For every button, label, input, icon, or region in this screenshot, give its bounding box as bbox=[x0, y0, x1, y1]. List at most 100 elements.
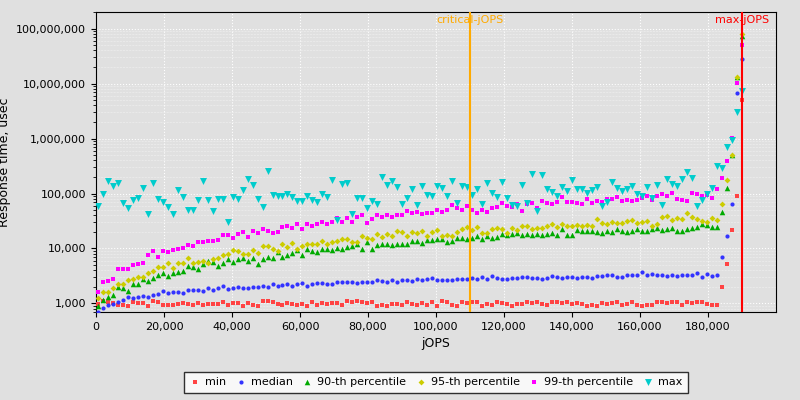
99-th percentile bbox=[336, 218, 349, 225]
max bbox=[146, 180, 159, 187]
95-th percentile bbox=[236, 250, 249, 257]
max bbox=[676, 176, 689, 182]
95-th percentile bbox=[341, 235, 354, 242]
median bbox=[511, 275, 524, 282]
90-th percentile bbox=[201, 258, 214, 264]
max bbox=[91, 203, 104, 210]
max bbox=[541, 186, 554, 192]
max bbox=[506, 202, 518, 208]
max bbox=[122, 205, 134, 211]
90-th percentile bbox=[451, 235, 464, 241]
min bbox=[636, 302, 649, 309]
99-th percentile bbox=[536, 198, 549, 204]
max bbox=[361, 204, 374, 211]
median bbox=[690, 270, 703, 276]
median bbox=[122, 294, 134, 300]
99-th percentile bbox=[566, 198, 578, 205]
99-th percentile bbox=[286, 225, 299, 232]
max bbox=[316, 191, 329, 197]
min bbox=[366, 298, 379, 305]
99-th percentile bbox=[321, 221, 334, 227]
min bbox=[166, 302, 179, 308]
median bbox=[486, 273, 498, 279]
min bbox=[461, 299, 474, 306]
max bbox=[176, 194, 189, 200]
min bbox=[256, 298, 269, 305]
95-th percentile bbox=[476, 230, 489, 236]
90-th percentile bbox=[311, 249, 324, 256]
90-th percentile bbox=[291, 247, 304, 253]
90-th percentile bbox=[466, 235, 478, 241]
max bbox=[641, 184, 654, 190]
max bbox=[151, 196, 164, 203]
median bbox=[291, 281, 304, 288]
90-th percentile bbox=[371, 242, 384, 248]
median bbox=[641, 272, 654, 278]
95-th percentile bbox=[356, 233, 369, 239]
max bbox=[736, 88, 749, 94]
max bbox=[456, 183, 469, 190]
99-th percentile bbox=[122, 266, 134, 273]
90-th percentile bbox=[686, 225, 698, 231]
99-th percentile bbox=[431, 207, 444, 214]
median bbox=[116, 297, 129, 303]
99-th percentile bbox=[666, 189, 678, 196]
median bbox=[416, 277, 429, 283]
95-th percentile bbox=[191, 259, 204, 265]
max bbox=[681, 169, 694, 176]
90-th percentile bbox=[361, 239, 374, 245]
99-th percentile bbox=[496, 200, 509, 206]
90-th percentile bbox=[471, 232, 484, 239]
90-th percentile bbox=[271, 248, 284, 255]
max bbox=[136, 184, 149, 191]
median bbox=[111, 299, 124, 305]
min bbox=[251, 302, 264, 309]
95-th percentile bbox=[570, 221, 583, 228]
median bbox=[606, 272, 618, 278]
min bbox=[306, 298, 319, 305]
median bbox=[356, 279, 369, 285]
95-th percentile bbox=[116, 281, 129, 287]
90-th percentile bbox=[196, 261, 209, 268]
min bbox=[142, 303, 154, 309]
max bbox=[346, 211, 359, 217]
95-th percentile bbox=[650, 220, 663, 227]
median bbox=[151, 291, 164, 298]
99-th percentile bbox=[531, 205, 544, 211]
90-th percentile bbox=[126, 281, 139, 288]
median bbox=[371, 276, 384, 283]
median bbox=[102, 302, 114, 308]
median bbox=[681, 272, 694, 279]
max bbox=[431, 183, 444, 189]
median bbox=[331, 279, 344, 286]
max bbox=[406, 185, 418, 192]
median bbox=[676, 272, 689, 278]
max bbox=[706, 184, 718, 191]
median bbox=[461, 276, 474, 282]
90-th percentile bbox=[566, 232, 578, 238]
median bbox=[316, 280, 329, 286]
median bbox=[590, 273, 603, 279]
95-th percentile bbox=[321, 241, 334, 248]
99-th percentile bbox=[381, 212, 394, 218]
max bbox=[246, 182, 259, 189]
90-th percentile bbox=[590, 228, 603, 235]
99-th percentile bbox=[371, 212, 384, 218]
99-th percentile bbox=[486, 205, 498, 211]
min bbox=[596, 300, 609, 306]
max bbox=[481, 180, 494, 186]
median bbox=[241, 285, 254, 292]
90-th percentile bbox=[401, 241, 414, 247]
median bbox=[231, 284, 244, 291]
median bbox=[431, 277, 444, 283]
99-th percentile bbox=[356, 212, 369, 218]
90-th percentile bbox=[346, 243, 359, 249]
Y-axis label: Response time, usec: Response time, usec bbox=[0, 97, 10, 227]
99-th percentile bbox=[601, 196, 614, 202]
min bbox=[316, 300, 329, 306]
90-th percentile bbox=[96, 297, 109, 303]
90-th percentile bbox=[406, 238, 418, 244]
90-th percentile bbox=[476, 236, 489, 242]
99-th percentile bbox=[690, 191, 703, 198]
max bbox=[376, 174, 389, 180]
